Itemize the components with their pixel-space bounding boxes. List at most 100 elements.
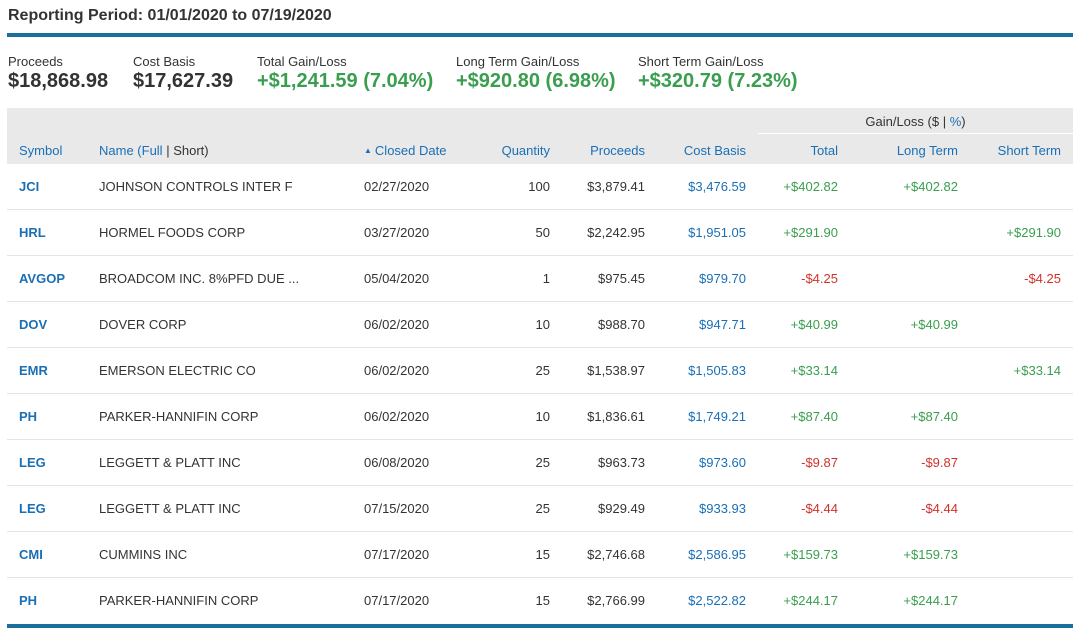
table-row: DOV DOVER CORP 06/02/2020 10 $988.70 $94… (7, 302, 1073, 348)
total-gain-loss: -$4.25 (801, 271, 838, 286)
symbol-link[interactable]: AVGOP (19, 271, 65, 286)
cost-basis-link[interactable]: $947.71 (699, 317, 746, 332)
header-divider (7, 33, 1073, 37)
summary-cost-basis-value: $17,627.39 (133, 70, 234, 92)
table-row: LEG LEGGETT & PLATT INC 06/08/2020 25 $9… (7, 440, 1073, 486)
column-header-total[interactable]: Total (810, 143, 838, 158)
security-name: JOHNSON CONTROLS INTER F (99, 179, 293, 194)
summary-total-label: Total Gain/Loss (257, 54, 347, 69)
closed-date: 05/04/2020 (364, 271, 430, 286)
summary-total-value: +$1,241.59 (7.04%) (257, 70, 434, 92)
percent-toggle[interactable]: % (949, 114, 962, 129)
security-name: LEGGETT & PLATT INC (99, 455, 241, 470)
table-row: LEG LEGGETT & PLATT INC 07/15/2020 25 $9… (7, 486, 1073, 532)
total-gain-loss: +$159.73 (783, 547, 838, 562)
table-header: Gain/Loss ($ | %) Symbol Name (Full | Sh… (7, 108, 1073, 164)
symbol-link[interactable]: PH (19, 593, 38, 608)
summary-cost-basis: Cost Basis $17,627.39 (133, 54, 233, 93)
security-name: HORMEL FOODS CORP (99, 225, 246, 240)
cost-basis-link[interactable]: $2,586.95 (688, 547, 746, 562)
table-row: EMR EMERSON ELECTRIC CO 06/02/2020 25 $1… (7, 348, 1073, 394)
symbol-link[interactable]: LEG (19, 455, 46, 470)
gain-loss-group-close: ) (961, 114, 966, 129)
long-term-gain-loss: -$9.87 (921, 455, 958, 470)
dollar-toggle[interactable]: $ (931, 114, 940, 129)
proceeds: $963.73 (598, 455, 645, 470)
quantity: 15 (535, 593, 550, 608)
short-term-gain-loss: +$33.14 (1013, 363, 1061, 378)
column-header-cost-basis[interactable]: Cost Basis (683, 143, 746, 158)
total-gain-loss: +$87.40 (790, 409, 838, 424)
sort-ascending-icon: ▲ (364, 146, 372, 155)
summary-short-term-value: +$320.79 (7.23%) (638, 70, 798, 92)
symbol-link[interactable]: CMI (19, 547, 43, 562)
summary-total-gain-loss: Total Gain/Loss +$1,241.59 (7.04%) (257, 54, 433, 93)
name-header-label[interactable]: Name ( (99, 143, 142, 158)
table-row: AVGOP BROADCOM INC. 8%PFD DUE ... 05/04/… (7, 256, 1073, 302)
table-row: HRL HORMEL FOODS CORP 03/27/2020 50 $2,2… (7, 210, 1073, 256)
summary-cost-basis-label: Cost Basis (133, 54, 196, 69)
gain-loss-group-label: Gain/Loss ( (865, 114, 932, 129)
symbol-link[interactable]: LEG (19, 501, 46, 516)
closed-positions-table: JCI JOHNSON CONTROLS INTER F 02/27/2020 … (7, 164, 1073, 624)
quantity: 10 (535, 317, 550, 332)
symbol-link[interactable]: PH (19, 409, 38, 424)
summary-proceeds: Proceeds $18,868.98 (8, 54, 108, 93)
closed-date: 02/27/2020 (364, 179, 430, 194)
name-full-toggle[interactable]: Full (141, 143, 163, 158)
proceeds: $929.49 (598, 501, 645, 516)
symbol-link[interactable]: EMR (19, 363, 48, 378)
quantity: 25 (535, 455, 550, 470)
proceeds: $1,836.61 (587, 409, 645, 424)
column-header-quantity[interactable]: Quantity (501, 143, 550, 158)
reporting-period-title: Reporting Period: 01/01/2020 to 07/19/20… (8, 7, 332, 24)
column-header-symbol[interactable]: Symbol (19, 143, 63, 158)
table-row: PH PARKER-HANNIFIN CORP 06/02/2020 10 $1… (7, 394, 1073, 440)
proceeds: $2,766.99 (587, 593, 645, 608)
name-header-close: ) (204, 143, 209, 158)
closed-date: 03/27/2020 (364, 225, 430, 240)
proceeds: $975.45 (598, 271, 645, 286)
column-header-long-term[interactable]: Long Term (896, 143, 958, 158)
closed-date-label: Closed Date (374, 143, 447, 158)
name-toggle-separator: | (162, 143, 174, 158)
proceeds: $3,879.41 (587, 179, 645, 194)
total-gain-loss: +$40.99 (790, 317, 838, 332)
column-header-proceeds[interactable]: Proceeds (590, 143, 645, 158)
proceeds: $2,746.68 (587, 547, 645, 562)
summary-short-term-gain-loss: Short Term Gain/Loss +$320.79 (7.23%) (638, 54, 798, 93)
long-term-gain-loss: +$159.73 (903, 547, 958, 562)
name-short-toggle[interactable]: Short (173, 143, 205, 158)
cost-basis-link[interactable]: $1,749.21 (688, 409, 746, 424)
closed-date: 06/02/2020 (364, 409, 430, 424)
cost-basis-link[interactable]: $933.93 (699, 501, 746, 516)
symbol-link[interactable]: JCI (19, 179, 40, 194)
security-name: CUMMINS INC (99, 547, 188, 562)
column-header-name: Name (Full | Short) (99, 142, 209, 160)
column-header-closed-date[interactable]: ▲ Closed Date (364, 142, 446, 162)
long-term-gain-loss: +$244.17 (903, 593, 958, 608)
cost-basis-link[interactable]: $2,522.82 (688, 593, 746, 608)
total-gain-loss: +$244.17 (783, 593, 838, 608)
quantity: 50 (535, 225, 550, 240)
summary-long-term-value: +$920.80 (6.98%) (456, 70, 616, 92)
quantity: 25 (535, 363, 550, 378)
cost-basis-link[interactable]: $979.70 (699, 271, 746, 286)
cost-basis-link[interactable]: $3,476.59 (688, 179, 746, 194)
column-header-short-term[interactable]: Short Term (997, 143, 1061, 158)
symbol-link[interactable]: DOV (19, 317, 48, 332)
short-term-gain-loss: +$291.90 (1006, 225, 1061, 240)
quantity: 100 (528, 179, 550, 194)
security-name: EMERSON ELECTRIC CO (99, 363, 256, 378)
quantity: 15 (535, 547, 550, 562)
total-gain-loss: -$4.44 (801, 501, 838, 516)
symbol-link[interactable]: HRL (19, 225, 46, 240)
cost-basis-link[interactable]: $1,951.05 (688, 225, 746, 240)
cost-basis-link[interactable]: $1,505.83 (688, 363, 746, 378)
summary-long-term-gain-loss: Long Term Gain/Loss +$920.80 (6.98%) (456, 54, 616, 93)
cost-basis-link[interactable]: $973.60 (699, 455, 746, 470)
summary-proceeds-value: $18,868.98 (8, 70, 109, 92)
long-term-gain-loss: +$402.82 (903, 179, 958, 194)
security-name: PARKER-HANNIFIN CORP (99, 409, 259, 424)
closed-date: 07/17/2020 (364, 593, 430, 608)
